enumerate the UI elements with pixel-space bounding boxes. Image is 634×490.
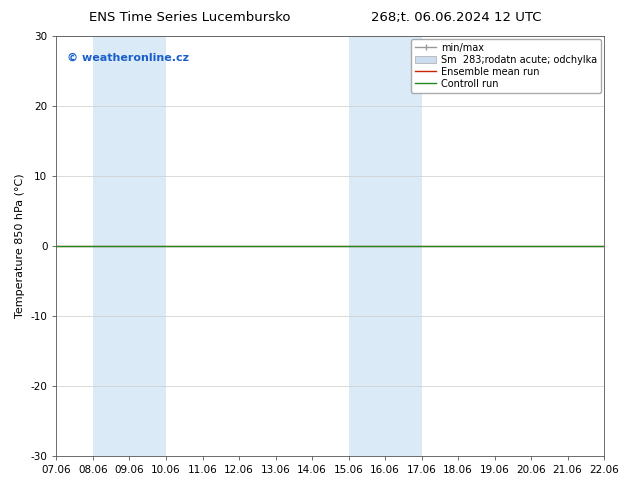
Legend: min/max, Sm  283;rodatn acute; odchylka, Ensemble mean run, Controll run: min/max, Sm 283;rodatn acute; odchylka, …: [411, 39, 601, 93]
Y-axis label: Temperature 850 hPa (°C): Temperature 850 hPa (°C): [15, 174, 25, 318]
Text: 268;t. 06.06.2024 12 UTC: 268;t. 06.06.2024 12 UTC: [372, 11, 541, 24]
Text: ENS Time Series Lucembursko: ENS Time Series Lucembursko: [89, 11, 291, 24]
Bar: [349, 36, 422, 456]
Text: © weatheronline.cz: © weatheronline.cz: [67, 53, 190, 63]
Bar: [93, 36, 166, 456]
